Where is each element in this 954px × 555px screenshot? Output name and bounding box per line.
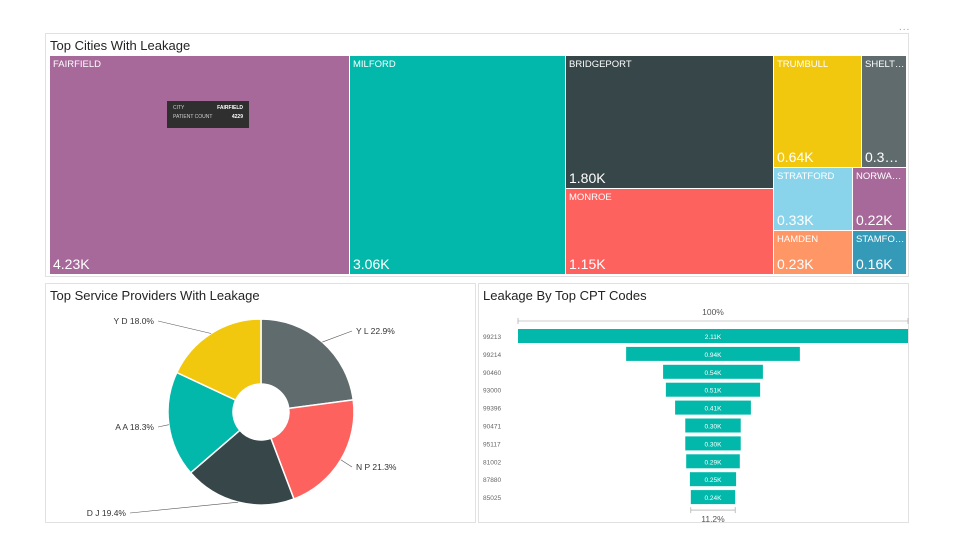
tooltip-city-label: CITY [173,105,185,111]
tooltip-city-value: FAIRFIELD [217,105,243,111]
funnel-bar-value: 0.25K [705,477,723,484]
treemap-chart[interactable]: FAIRFIELD 4.23K MILFORD 3.06K BRIDGEPORT 1.80… [50,56,907,275]
treemap-tooltip: CITY FAIRFIELD PATIENT COUNT 4229 [167,101,249,128]
pie-slice[interactable] [189,429,295,506]
funnel-bar-value: 0.29K [705,459,723,466]
pie-chart[interactable]: Y L 22.9% N P 21.3% D J 19.4% A A 18.3% Y D … [46,284,477,524]
treemap-tile-label: MILFORD [353,59,396,70]
treemap-tile-trumbull[interactable]: TRUMBULL 0.64K [774,56,862,168]
treemap-tile-fairfield[interactable]: FAIRFIELD 4.23K [50,56,350,275]
funnel-top-percent: 100% [702,307,724,317]
pie-slice-label: N P 21.3% [356,462,397,472]
funnel-category-label: 81002 [483,459,501,466]
treemap-tile-monroe[interactable]: MONROE 1.15K [566,189,774,275]
tooltip-count-label: PATIENT COUNT [173,114,213,120]
treemap-tile-stratford[interactable]: STRATFORD 0.33K [774,168,853,231]
pie-leader-line [129,501,239,514]
pie-slice[interactable] [269,399,355,500]
pie-slice-label: A A 18.3% [115,422,154,432]
funnel-category-label: 90471 [483,424,501,431]
pie-title: Top Service Providers With Leakage [50,288,260,303]
treemap-tile-value: 4.23K [53,256,90,272]
treemap-tile-label: MONROE [569,192,612,203]
treemap-tile-norwa[interactable]: NORWA… 0.22K [853,168,907,231]
pie-leader-line [157,424,169,428]
pie-slice[interactable] [260,318,355,410]
funnel-category-label: 99213 [483,334,501,341]
treemap-tile-label: SHELT… [865,59,905,70]
pie-slice-label: Y D 18.0% [114,316,155,326]
treemap-tile-label: STAMFO… [856,234,905,245]
more-options-icon[interactable]: ... [899,22,911,33]
treemap-tile-value: 1.15K [569,256,606,272]
funnel-bar[interactable] [685,418,741,433]
pie-leader-line [157,320,212,334]
funnel-chart[interactable]: 100% 2.11K 99213 0.94K 99214 0.54K 90460 0.51K 9… [479,284,910,524]
treemap-tile-value: 0.23K [777,256,814,272]
treemap-tile-label: STRATFORD [777,171,835,182]
pie-slice-label: Y L 22.9% [356,326,395,336]
funnel-category-label: 99214 [483,352,501,359]
treemap-tile-milford[interactable]: MILFORD 3.06K [350,56,566,275]
funnel-bar[interactable] [689,472,737,487]
funnel-bar[interactable] [663,364,763,379]
funnel-category-label: 87880 [483,477,501,484]
funnel-bar[interactable] [518,329,908,343]
treemap-tile-value: 0.22K [856,212,893,228]
treemap-visual[interactable]: Top Cities With Leakage FAIRFIELD 4.23K MI… [45,33,909,277]
funnel-bar-value: 0.54K [705,370,723,377]
treemap-tile-label: TRUMBULL [777,59,829,70]
funnel-category-label: 90460 [483,370,501,377]
treemap-tile-shelt[interactable]: SHELT… 0.3… [862,56,907,168]
funnel-category-label: 95117 [483,441,501,448]
treemap-tile-label: BRIDGEPORT [569,59,632,70]
funnel-bar-value: 0.30K [705,424,723,431]
funnel-visual[interactable]: Leakage By Top CPT Codes 100% 2.11K 99213 0… [478,283,910,524]
treemap-tile-value: 0.3… [865,149,899,165]
treemap-tile-label: NORWA… [856,171,902,182]
treemap-tile-label: HAMDEN [777,234,819,245]
pie-slice[interactable] [167,371,241,474]
funnel-bar[interactable] [690,490,736,505]
funnel-bar[interactable] [686,454,740,469]
pie-leader-line [340,459,353,468]
pie-leader-line [322,330,353,343]
funnel-category-label: 99396 [483,406,501,413]
funnel-category-label: 93000 [483,388,501,395]
treemap-tile-label: FAIRFIELD [53,59,102,70]
treemap-tile-value: 0.64K [777,149,814,165]
tooltip-count-value: 4229 [231,114,243,120]
funnel-bar[interactable] [626,346,800,361]
funnel-bar[interactable] [675,400,751,415]
pie-slice[interactable] [175,318,262,402]
funnel-bar-value: 0.30K [705,441,723,448]
treemap-tile-value: 1.80K [569,170,606,186]
funnel-bar-value: 2.11K [705,334,722,341]
treemap-tile-bridgeport[interactable]: BRIDGEPORT 1.80K [566,56,774,189]
treemap-tile-value: 3.06K [353,256,390,272]
funnel-bottom-percent: 11.2% [701,514,725,524]
funnel-bar-value: 0.24K [705,495,723,502]
funnel-category-label: 85025 [483,495,501,502]
treemap-tile-stamfo[interactable]: STAMFO… 0.16K [853,231,907,275]
funnel-bar-value: 0.41K [705,406,723,413]
funnel-bar[interactable] [665,382,761,397]
funnel-bar-value: 0.51K [705,388,723,395]
funnel-bar-value: 0.94K [705,352,723,359]
treemap-tile-value: 0.16K [856,256,893,272]
pie-visual[interactable]: Top Service Providers With Leakage Y L 2… [45,283,476,523]
treemap-title: Top Cities With Leakage [50,38,191,53]
pie-slice-label: D J 19.4% [87,508,127,518]
treemap-tile-value: 0.33K [777,212,814,228]
funnel-title: Leakage By Top CPT Codes [483,288,647,303]
funnel-bar[interactable] [685,436,741,451]
treemap-tile-hamden[interactable]: HAMDEN 0.23K [774,231,853,275]
